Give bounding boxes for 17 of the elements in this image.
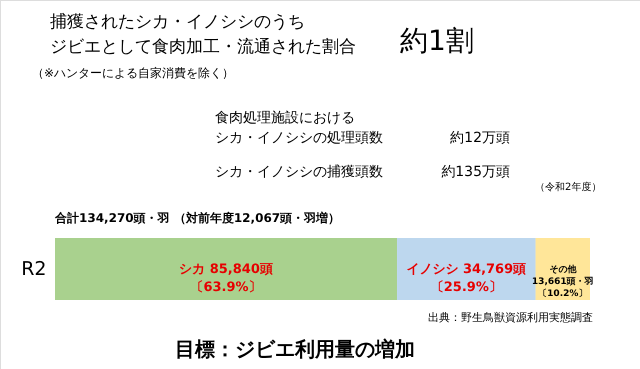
text: シカ・イノシシの捕獲頭数: [215, 164, 383, 180]
data-label: イノシシ 34,769頭〔25.9%〕: [406, 262, 526, 295]
text: 約135万頭: [441, 164, 510, 180]
text: 約1割: [400, 24, 474, 57]
text: 約12万頭: [450, 130, 510, 146]
text: （令和2年度）: [535, 181, 602, 193]
text: （※ハンターによる自家消費を除く）: [32, 66, 234, 80]
y-tick-label: R2: [21, 258, 46, 280]
data-label: シカ 85,840頭〔63.9%〕: [179, 262, 273, 295]
annotation: 合計134,270頭・羽 （対前年度12,067頭・羽増）: [54, 211, 340, 225]
chart-subtitle: ジビエとして食肉加工・流通された割合: [50, 37, 356, 57]
text: シカ・イノシシの処理頭数: [215, 130, 383, 146]
text: 食肉処理施設における: [215, 110, 355, 126]
annotation: 出典：野生鳥獣資源利用実態調査: [428, 311, 593, 324]
chart-title: 捕獲されたシカ・イノシシのうち: [50, 12, 305, 32]
data-label: その他13,661頭・羽〔10.2%〕: [532, 264, 594, 299]
text: 目標：ジビエ利用量の増加: [175, 337, 415, 361]
